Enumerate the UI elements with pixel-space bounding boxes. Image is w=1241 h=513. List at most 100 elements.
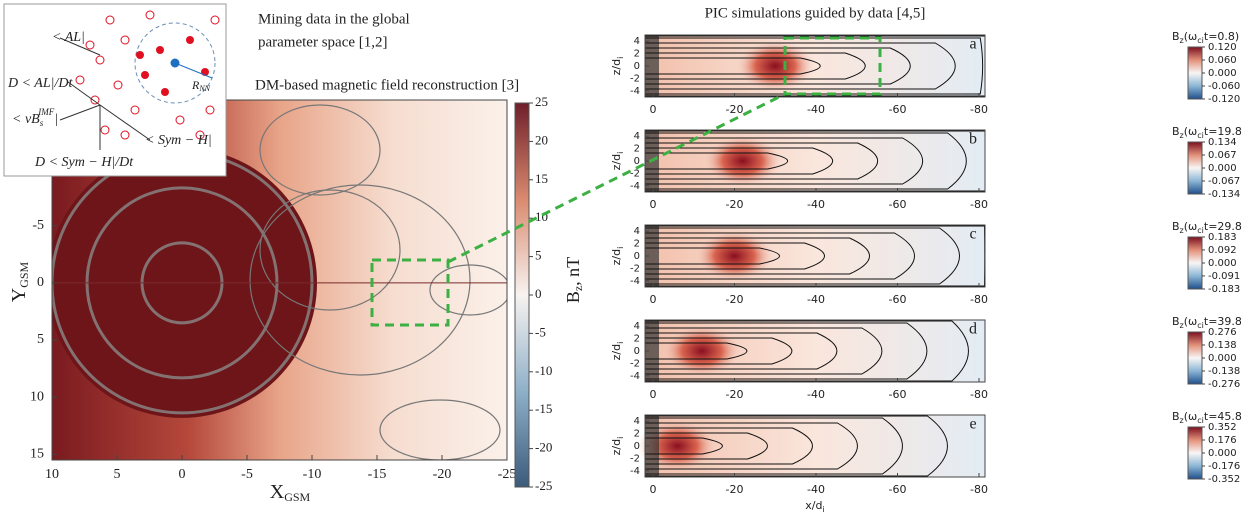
- inset-label-text: < vB: [12, 112, 40, 127]
- heatmap: [52, 100, 507, 460]
- field-line: [645, 132, 967, 190]
- x-tick-label: 0: [650, 198, 657, 211]
- cb-omega: (ω: [1184, 220, 1198, 233]
- y-tick-label: -2: [630, 168, 640, 179]
- cb-t: t=: [1204, 315, 1218, 328]
- arrow: [59, 104, 101, 121]
- x-tick-label: -40: [807, 103, 825, 116]
- inset-label: D < Sym − H|/Dt: [34, 155, 134, 170]
- inset-label-text: D < AL|/Dt: [7, 76, 73, 91]
- arrow: [67, 81, 101, 106]
- x-tick-label: -40: [807, 388, 825, 401]
- field-line: [645, 142, 878, 180]
- x-tick-label: 0: [179, 467, 186, 482]
- x-tick-label: 0: [650, 388, 657, 401]
- sample-dot: [90, 95, 100, 105]
- cb-time: 45.8: [1217, 410, 1241, 423]
- colorbar-tick-label: 0.092: [1208, 245, 1237, 256]
- sample-dot: [195, 130, 205, 140]
- sample-dot: [75, 75, 85, 85]
- colorbar-tick-label: 0.276: [1208, 327, 1237, 338]
- caption-line: Mining data in the global: [258, 11, 410, 27]
- field-line: [645, 242, 825, 270]
- x-tick-label: -40: [807, 198, 825, 211]
- field-line: [645, 332, 838, 370]
- colorbar-tick-label: -20: [535, 440, 552, 455]
- inset-label-text: < AL|: [52, 30, 85, 45]
- field-line: [645, 417, 903, 475]
- left-edge: [645, 320, 659, 382]
- radius-label: RNN: [191, 78, 211, 93]
- y-axis-label: z/di: [610, 57, 625, 76]
- sample-dot: [105, 15, 115, 25]
- field-line: [645, 137, 923, 185]
- cb-b: B: [1172, 315, 1180, 328]
- x-tick-label: -25: [498, 467, 517, 482]
- panel-title: PIC simulations guided by data [4,5]: [705, 5, 926, 21]
- colorbar-tick-label: -10: [535, 363, 552, 378]
- cb-z: z: [1180, 36, 1184, 45]
- y-tick-label: -2: [630, 263, 640, 274]
- field-line: [645, 37, 984, 95]
- panel-letter: d: [969, 321, 977, 338]
- sample-dot: [85, 40, 95, 50]
- field-line: [645, 337, 793, 365]
- x-tick-label: 0: [650, 483, 657, 496]
- colorbar-tick-label: 0.352: [1208, 422, 1237, 433]
- inset-label: D < AL|/Dt: [7, 76, 73, 91]
- colorbar: [1187, 331, 1203, 385]
- x-tick-label: -20: [726, 293, 744, 306]
- cb-ci: ci: [1197, 416, 1204, 425]
- field-line: [645, 342, 748, 360]
- x-tick-label: -15: [368, 467, 387, 482]
- panel-letter: a: [969, 36, 976, 53]
- sample-dot: [130, 105, 140, 115]
- cb-omega: (ω: [1184, 125, 1198, 138]
- y-tick-label: -4: [630, 181, 640, 192]
- y-tick-label: 4: [634, 321, 640, 332]
- inset: RNN < AL| D < AL|/Dt < vBsIMF| < Sym − H| D <…: [3, 3, 227, 177]
- y-tick-label: 0: [634, 346, 640, 357]
- cb-time: 19.8: [1217, 125, 1241, 138]
- cb-t: t=: [1204, 125, 1218, 138]
- colorbar-tick-label: 0.067: [1208, 150, 1237, 161]
- neighbor-dot: [186, 36, 194, 44]
- left-edge: [645, 35, 659, 97]
- connector: [447, 92, 786, 264]
- cb-ci: ci: [1197, 226, 1204, 235]
- x-tick-label: -20: [726, 198, 744, 211]
- colorbar-tick-label: 0.138: [1208, 340, 1237, 351]
- colorbar: [1187, 141, 1203, 195]
- x-label: x/d: [805, 499, 822, 512]
- colorbar-tick-label: 0.176: [1208, 435, 1237, 446]
- y-tick-label: 2: [634, 239, 640, 250]
- colorbar-tick-label: 10: [535, 209, 548, 224]
- field-line: [645, 227, 960, 285]
- x-tick-label: -80: [970, 293, 988, 306]
- y-tick-label: 2: [634, 334, 640, 345]
- caption-line: parameter space [1,2]: [258, 34, 388, 50]
- cb-z: z: [1180, 226, 1184, 235]
- x-label-sub: i: [822, 505, 824, 513]
- y-tick-label: -2: [630, 453, 640, 464]
- highlight-box: [783, 36, 882, 96]
- radius-main: R: [191, 78, 200, 92]
- field-line: [645, 47, 911, 85]
- x-tick-label: -20: [726, 388, 744, 401]
- colorbar-tick-label: -5: [535, 324, 546, 339]
- x-tick-label: 0: [650, 103, 657, 116]
- colorbar-tick-label: -0.134: [1208, 189, 1240, 200]
- cb-b: B: [1172, 30, 1180, 43]
- x-tick-label: -5: [241, 467, 253, 482]
- cb-omega: (ω: [1184, 410, 1198, 423]
- y-label-sub: i: [616, 437, 625, 439]
- cb-b: B: [1172, 410, 1180, 423]
- sample-dot: [100, 125, 110, 135]
- x-tick-label: -80: [970, 483, 988, 496]
- cb-z: z: [1180, 131, 1184, 140]
- cb-label: B: [563, 291, 583, 303]
- colorbar-tick-label: 25: [535, 94, 548, 109]
- colorbar-tick-label: -0.138: [1208, 366, 1240, 377]
